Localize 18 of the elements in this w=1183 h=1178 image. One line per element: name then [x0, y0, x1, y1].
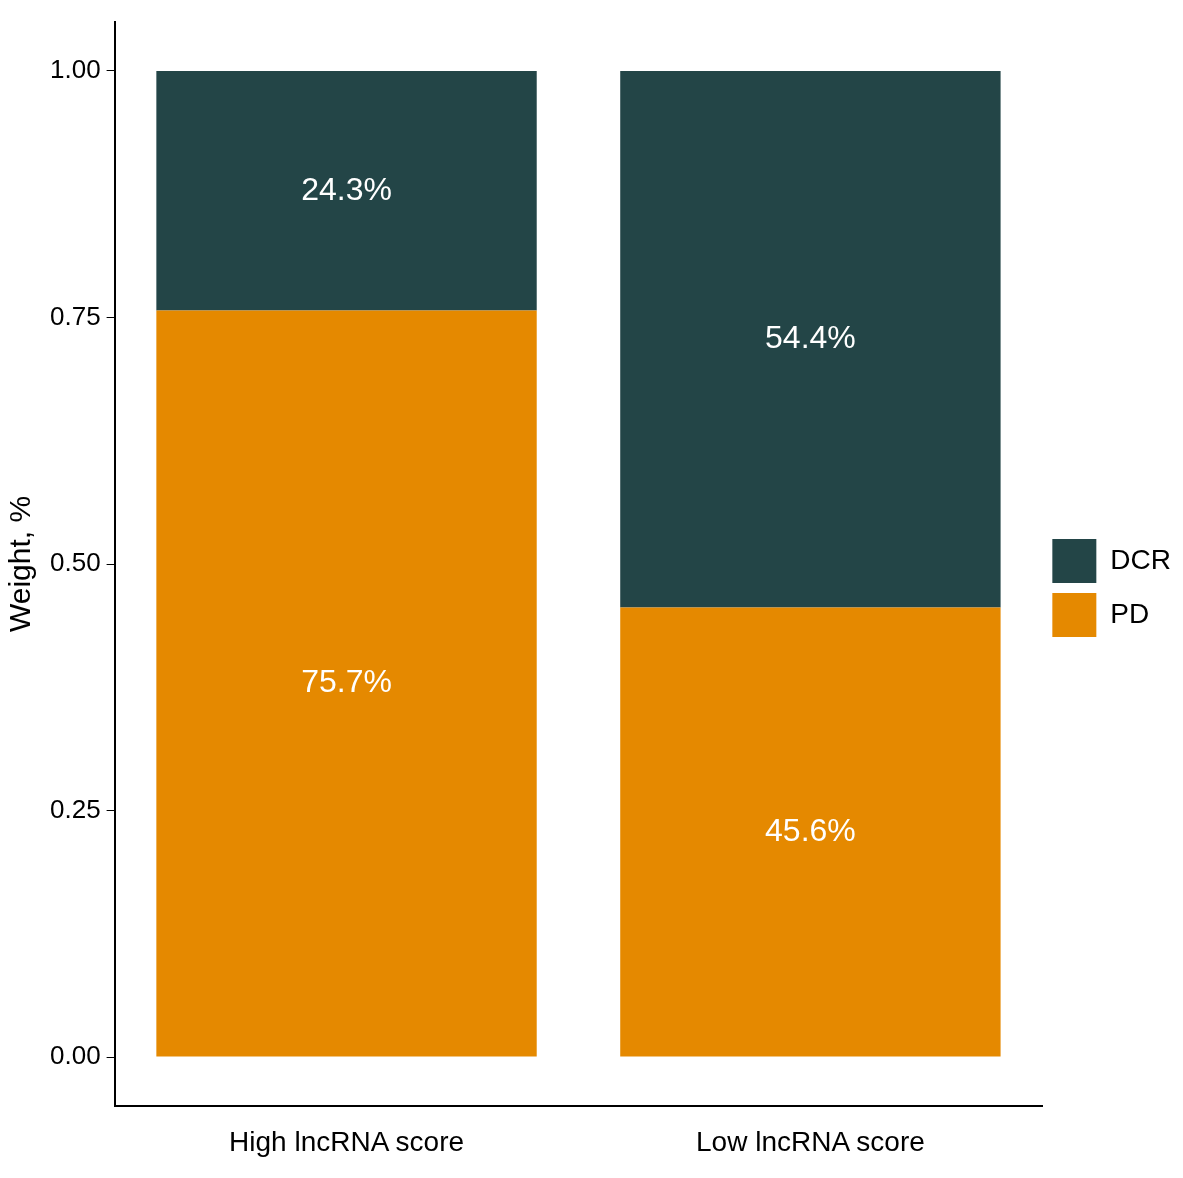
bar: [620, 70, 1001, 608]
x-tick-label: High lncRNA score: [229, 1125, 465, 1157]
x-tick-label: Low lncRNA score: [696, 1125, 925, 1157]
y-tick-label: 0.50: [49, 547, 101, 578]
y-tick-label: 0.75: [49, 300, 101, 331]
data-label: 45.6%: [765, 811, 856, 848]
bar: [156, 310, 537, 1057]
y-tick-label: 0.00: [49, 1040, 101, 1071]
legend-label: DCR: [1110, 543, 1172, 575]
y-tick-label: 1.00: [49, 54, 101, 85]
data-label: 54.4%: [765, 318, 856, 355]
bar: [156, 70, 537, 311]
data-label: 75.7%: [301, 663, 392, 700]
data-label: 24.3%: [301, 170, 392, 207]
y-tick-label: 0.25: [49, 793, 101, 824]
bar: [620, 607, 1001, 1057]
legend-label: PD: [1110, 597, 1150, 629]
y-axis-title: Weight, %: [3, 495, 37, 633]
